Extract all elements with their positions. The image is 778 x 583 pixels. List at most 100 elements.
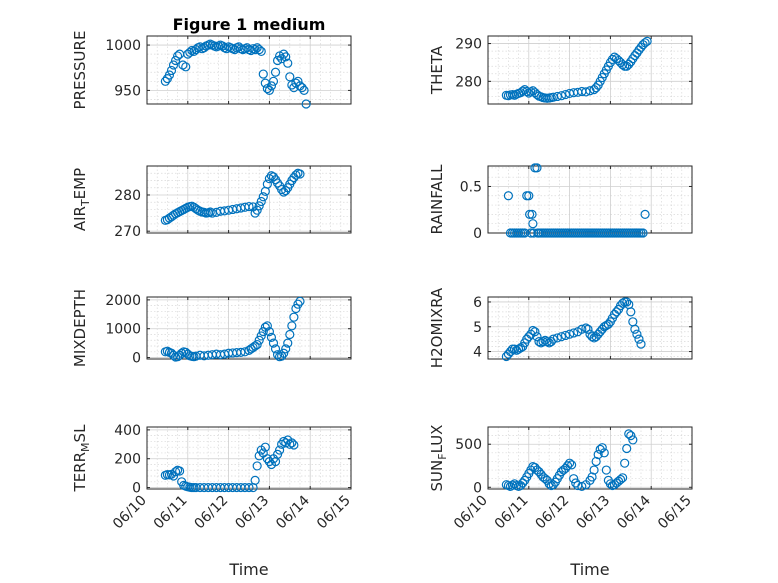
- data-point: [258, 69, 268, 79]
- y-tick-label: 0: [132, 351, 141, 367]
- y-axis-label-main: TERR: [71, 452, 89, 493]
- data-point: [528, 219, 538, 229]
- data-point: [268, 76, 279, 86]
- data-point: [168, 60, 179, 70]
- data-point: [252, 205, 262, 215]
- data-point: [589, 465, 599, 475]
- data-point: [177, 348, 187, 358]
- data-point: [577, 324, 587, 334]
- data-point: [605, 479, 616, 489]
- data-point: [544, 479, 554, 489]
- data-point: [567, 460, 577, 470]
- axes-box: [487, 35, 693, 105]
- data-point: [503, 191, 513, 201]
- data-point: [638, 228, 648, 238]
- axes-box: [487, 296, 693, 360]
- data-point: [277, 351, 287, 361]
- data-point: [268, 338, 279, 348]
- data-point: [281, 52, 291, 62]
- data-point: [240, 347, 250, 357]
- data-point: [279, 49, 289, 59]
- data-point: [270, 67, 281, 77]
- data-point: [297, 83, 307, 93]
- data-point: [618, 473, 628, 483]
- data-point: [266, 332, 277, 342]
- y-axis-label-main: AIR: [71, 206, 89, 231]
- figure-title: Figure 1 medium: [173, 15, 326, 34]
- y-tick-label: 4: [473, 345, 482, 361]
- data-point: [630, 324, 640, 334]
- y-axis-label: PRESSURE: [71, 31, 89, 110]
- y-axis-label: AIRTEMP: [71, 168, 92, 231]
- data-point: [285, 329, 295, 340]
- data-point: [587, 472, 597, 482]
- data-point: [564, 458, 575, 468]
- data-point: [532, 163, 542, 173]
- data-point: [264, 174, 274, 184]
- data-point: [277, 54, 287, 64]
- data-point: [295, 296, 305, 306]
- y-tick-label: 280: [114, 188, 141, 204]
- y-tick-label: 0.5: [460, 179, 482, 195]
- data-point: [279, 348, 289, 358]
- data-point: [634, 334, 644, 344]
- y-tick-label: 6: [473, 295, 482, 311]
- data-point: [293, 299, 303, 309]
- data-point: [622, 443, 632, 454]
- y-tick-label: 400: [114, 423, 141, 439]
- data-point: [283, 58, 293, 68]
- y-tick-label: 2000: [105, 293, 141, 309]
- data-point: [250, 475, 260, 485]
- y-axis-label: RAINFALL: [428, 164, 446, 235]
- data-point: [293, 76, 303, 86]
- data-point: [252, 461, 262, 471]
- data-point: [620, 458, 630, 468]
- data-point: [270, 344, 281, 354]
- data-point: [193, 205, 203, 215]
- data-point: [289, 312, 299, 322]
- data-point: [281, 344, 291, 354]
- data-point: [275, 445, 285, 455]
- y-tick-label: 0: [132, 481, 141, 497]
- y-axis-label-tail: EMP: [71, 168, 89, 199]
- data-point: [236, 347, 246, 357]
- y-tick-label: 950: [114, 83, 141, 99]
- data-point: [542, 337, 552, 347]
- y-tick-label: 1000: [105, 322, 141, 338]
- data-point: [272, 350, 283, 360]
- x-axis-label-left: Time: [228, 560, 268, 579]
- data-point: [560, 330, 571, 341]
- y-axis-label-main: H2OMIXRA: [428, 287, 446, 368]
- data-point: [258, 192, 268, 202]
- data-point: [524, 191, 534, 201]
- data-point: [632, 329, 642, 339]
- y-axis-label-main: RAINFALL: [428, 164, 446, 235]
- data-point: [520, 228, 530, 238]
- data-point: [562, 461, 573, 471]
- data-point: [287, 438, 297, 448]
- data-point: [591, 83, 601, 93]
- y-axis-label-main: MIXDEPTH: [71, 289, 89, 367]
- data-point: [170, 55, 181, 66]
- data-point: [618, 60, 628, 70]
- data-point: [597, 443, 607, 453]
- data-point: [556, 332, 567, 342]
- subplot-air: 270 280 AIRTEMP: [71, 165, 352, 240]
- data-point: [256, 331, 266, 341]
- data-point: [256, 46, 266, 57]
- data-point: [170, 467, 181, 477]
- y-tick-label: 5: [473, 320, 482, 336]
- data-point: [264, 85, 274, 96]
- data-point: [603, 319, 613, 329]
- data-point: [291, 303, 301, 314]
- data-point: [569, 474, 579, 484]
- y-axis-label-main: PRESSURE: [71, 31, 89, 110]
- data-point: [268, 172, 279, 182]
- axes-box: [146, 296, 352, 360]
- data-point: [601, 465, 611, 475]
- y-tick-label: 1000: [105, 38, 141, 54]
- y-axis-label: MIXDEPTH: [71, 289, 89, 367]
- data-point: [289, 440, 299, 450]
